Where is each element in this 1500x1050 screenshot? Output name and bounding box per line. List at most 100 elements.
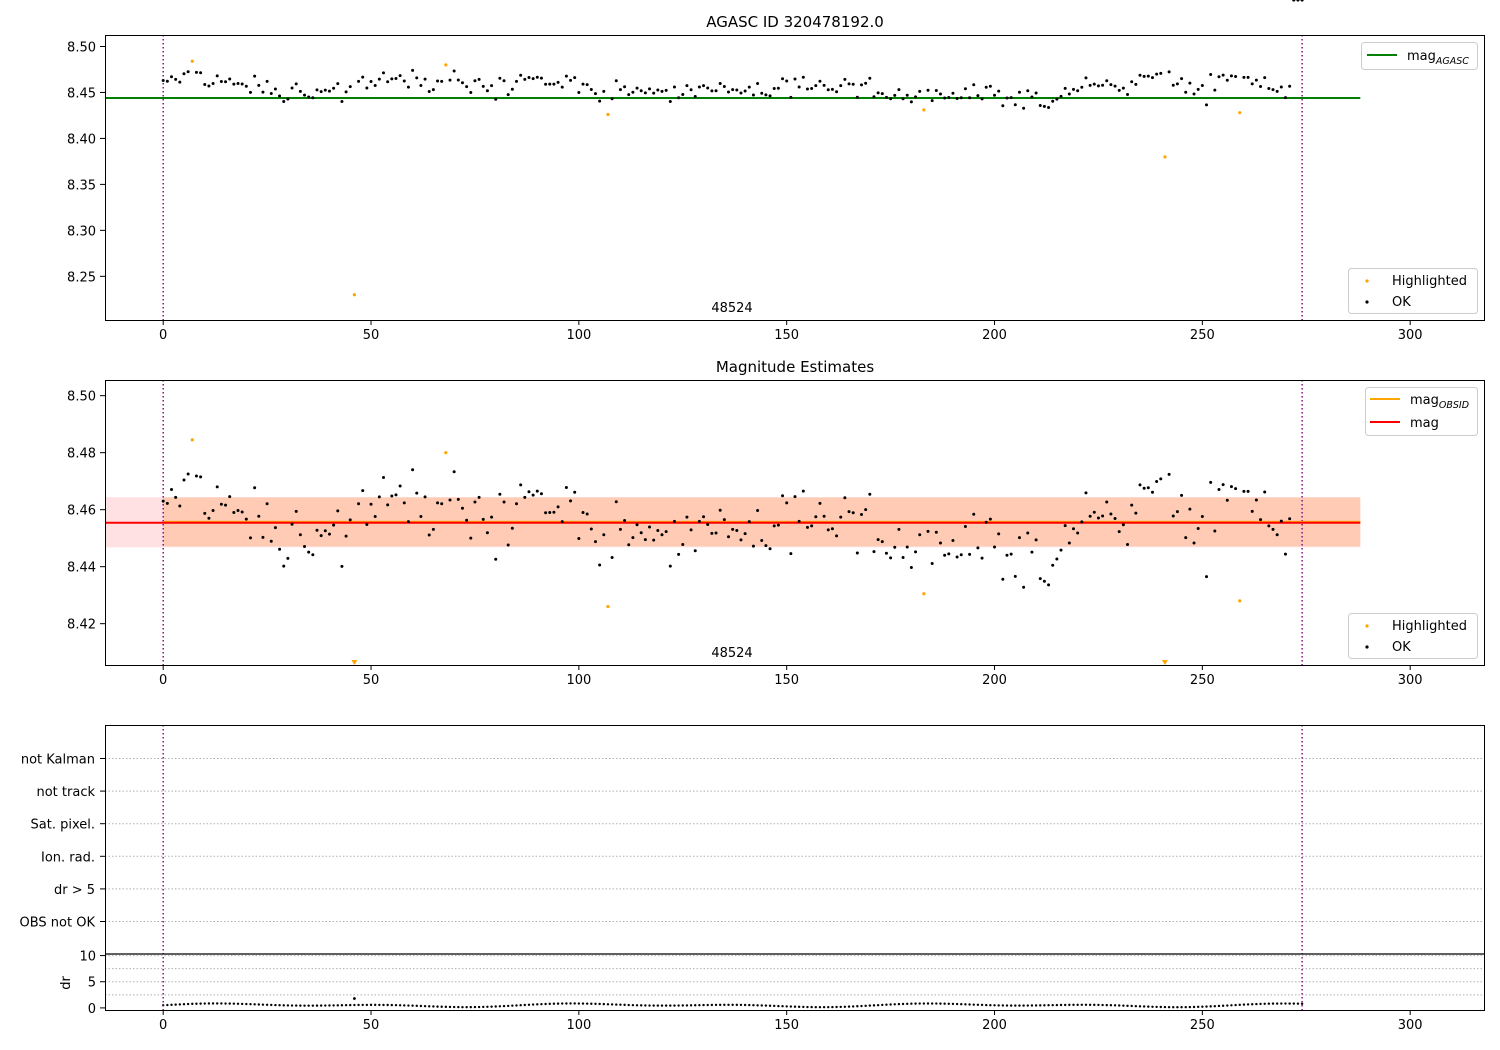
- ok-point: [386, 80, 390, 84]
- highlighted-point: [444, 63, 448, 67]
- dr-point: [369, 1003, 373, 1007]
- dr-point: [710, 1003, 714, 1007]
- dr-point: [228, 1002, 231, 1005]
- dr-point: [764, 1004, 768, 1007]
- dr-point: [1172, 1005, 1175, 1009]
- ok-point: [1121, 523, 1125, 527]
- ok-point: [893, 545, 897, 549]
- ok-point: [988, 517, 992, 521]
- ok-point: [1275, 89, 1279, 93]
- ok-point: [1150, 490, 1154, 494]
- ok-point: [307, 95, 311, 99]
- highlighted-point: [606, 604, 610, 609]
- ok-point: [1192, 92, 1196, 96]
- dr-point: [623, 1003, 626, 1007]
- ok-point: [1084, 76, 1088, 80]
- ok-point: [294, 82, 298, 86]
- dr-point: [881, 1003, 884, 1007]
- dr-point: [515, 1004, 518, 1007]
- x-tick-label: 50: [363, 1018, 380, 1033]
- y-tick-label: 8.42: [67, 618, 96, 633]
- ok-point: [165, 79, 169, 83]
- ok-point: [1088, 83, 1092, 87]
- ok-point: [860, 513, 864, 517]
- dr-point: [718, 1003, 722, 1007]
- ok-point: [1047, 106, 1051, 110]
- dr-point: [976, 1003, 980, 1006]
- ok-point: [693, 95, 697, 99]
- ok-point: [868, 76, 872, 80]
- dr-point: [656, 1004, 660, 1007]
- ok-point: [182, 478, 186, 482]
- dr-point: [245, 1002, 248, 1006]
- ok-point: [523, 495, 527, 499]
- ok-point: [560, 520, 564, 524]
- ok-point: [1288, 517, 1292, 521]
- dr-point: [523, 1003, 527, 1007]
- ok-point: [1184, 90, 1188, 94]
- dr-point: [1255, 1002, 1258, 1006]
- ok-point: [194, 474, 198, 478]
- dr-point: [1055, 1003, 1059, 1007]
- dr-point: [319, 1004, 323, 1007]
- dr-point: [423, 1004, 427, 1008]
- dr-point: [1113, 1004, 1117, 1007]
- y-tick-label: 8.46: [67, 504, 96, 519]
- ok-point: [1196, 526, 1200, 530]
- y-tick-label: 8.35: [67, 178, 96, 193]
- ok-point: [976, 546, 980, 550]
- ok-point: [1192, 541, 1196, 545]
- dr-point: [635, 1004, 639, 1007]
- ok-point: [1225, 498, 1229, 502]
- dr-point: [1221, 1004, 1225, 1007]
- panel3-frame: [105, 725, 1485, 1011]
- ok-point: [951, 91, 955, 95]
- dr-point: [461, 1005, 464, 1009]
- dr-point: [257, 1003, 260, 1006]
- ok-point: [585, 512, 589, 516]
- ok-point: [751, 544, 755, 548]
- ok-point: [1017, 536, 1021, 540]
- ok-point: [1263, 76, 1267, 80]
- ok-point: [664, 88, 668, 92]
- dr-point: [652, 1004, 655, 1007]
- dr-point: [290, 1004, 294, 1007]
- ok-point: [635, 523, 639, 527]
- dr-point: [1051, 1003, 1054, 1007]
- ok-point: [1205, 575, 1209, 579]
- ok-point: [876, 538, 880, 542]
- ok-point: [415, 76, 419, 80]
- ok-point: [170, 487, 174, 491]
- ok-point: [1254, 498, 1258, 502]
- ok-point: [1030, 95, 1034, 99]
- dr-point: [1296, 1002, 1300, 1005]
- dr-point: [926, 1002, 930, 1005]
- ok-point: [835, 534, 839, 538]
- ok-point: [1180, 77, 1184, 81]
- ok-point: [1101, 83, 1105, 87]
- ok-point: [344, 90, 348, 94]
- ok-point: [876, 91, 880, 95]
- dr-point: [951, 1002, 955, 1006]
- ok-point: [889, 556, 893, 560]
- dr-point: [1163, 1005, 1167, 1009]
- ok-point: [178, 504, 182, 508]
- x-tick-label: 0: [159, 1018, 167, 1033]
- ok-point: [556, 505, 560, 509]
- dr-point: [178, 1003, 182, 1006]
- ok-point: [1047, 583, 1051, 587]
- ok-point: [436, 501, 440, 505]
- panel1-title: AGASC ID 320478192.0: [706, 13, 884, 31]
- ok-point: [240, 510, 244, 514]
- ok-point: [244, 517, 248, 521]
- dr-point: [415, 1004, 418, 1008]
- ok-point: [490, 84, 494, 88]
- y-tick-label: 8.30: [67, 224, 96, 239]
- dr-point: [1238, 1003, 1241, 1007]
- dr-point: [752, 1003, 755, 1007]
- ok-point: [564, 485, 568, 489]
- ok-point: [1155, 72, 1159, 76]
- ok-point: [668, 564, 672, 568]
- dr-point: [864, 1004, 867, 1008]
- ok-point: [539, 76, 543, 80]
